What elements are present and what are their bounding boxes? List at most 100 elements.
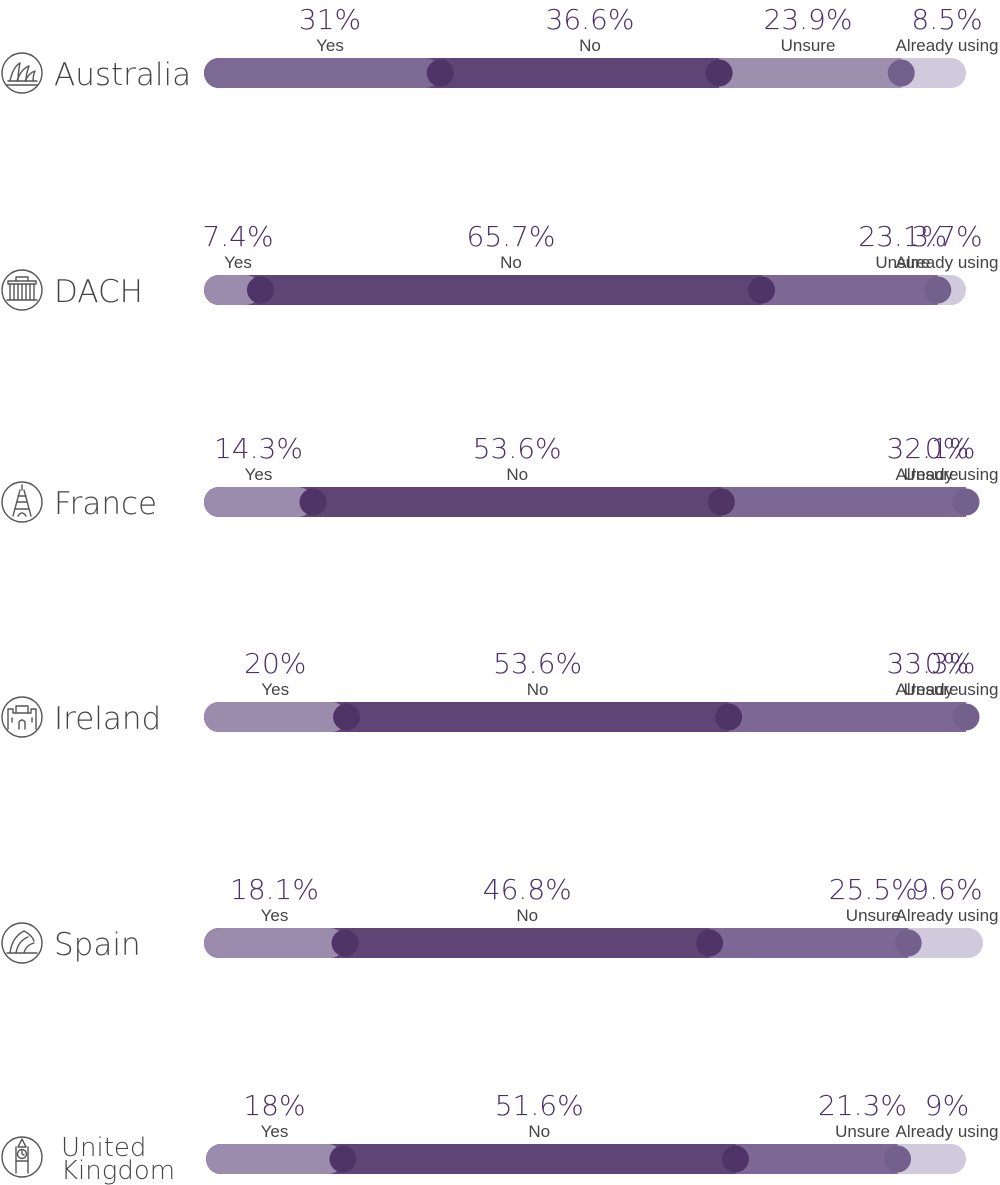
segment-divider-knob <box>952 703 980 731</box>
chart-row: France 14.3%Yes 53.6%No 32.1%Unsure0%Alread… <box>1 432 999 523</box>
category-label: Yes <box>261 1122 289 1141</box>
sydney-opera-house-icon <box>1 52 43 94</box>
country-label: Australia <box>54 57 191 93</box>
segment-divider-knob <box>707 488 735 516</box>
bar-segment-no <box>344 928 710 958</box>
bar-segment-unsure <box>735 1144 898 1174</box>
bar-segment-yes <box>206 1144 343 1174</box>
category-label: No <box>527 680 549 699</box>
data-label: 9% <box>925 1089 969 1122</box>
big-ben-icon <box>1 1136 43 1178</box>
data-label: 18.1% <box>230 873 319 906</box>
bar-segment-yes <box>204 702 347 732</box>
category-label: Unsure <box>835 1122 890 1141</box>
category-label: Yes <box>261 906 289 925</box>
category-label: Already using <box>895 36 998 55</box>
category-label: Yes <box>316 36 344 55</box>
data-label: 7.4% <box>202 220 273 253</box>
bar-segment-no <box>346 702 729 732</box>
brandenburg-gate-icon <box>1 269 43 311</box>
category-label: Unsure <box>904 465 959 484</box>
bar-segment-no <box>440 58 720 88</box>
data-label: 0% <box>925 647 969 680</box>
segment-divider-knob <box>246 276 274 304</box>
data-label: 53.6% <box>473 432 562 465</box>
data-label: 8.5% <box>911 3 982 36</box>
data-label: 14.3% <box>214 432 303 465</box>
segment-divider-knob <box>721 1145 749 1173</box>
segment-divider-knob <box>884 1145 912 1173</box>
data-label: 20% <box>244 647 306 680</box>
chart-row: Ireland 20%Yes 53.6%No 33.3%Unsure0%Already… <box>1 647 999 738</box>
segment-divider-knob <box>299 488 327 516</box>
country-label: Kingdom <box>61 1156 175 1185</box>
data-label: 33.3% <box>887 647 976 680</box>
bar-segment-yes <box>204 487 313 517</box>
chart-row: Australia 31%Yes 36.6%No 23.9%Unsure 8.5%Alr… <box>1 3 999 94</box>
data-label: 51.6% <box>495 1089 584 1122</box>
segment-divider-knob <box>333 703 361 731</box>
category-label: Already using <box>895 1122 998 1141</box>
chart-row: Spain 18.1%Yes 46.8%No 25.5%Unsure 9.6%Alrea… <box>1 873 999 964</box>
data-label: 21.3% <box>818 1089 907 1122</box>
data-label: 65.7% <box>467 220 556 253</box>
data-label: 9.6% <box>911 873 982 906</box>
category-label: No <box>516 906 538 925</box>
castle-icon <box>1 696 43 738</box>
bar-segment-no <box>312 487 722 517</box>
data-label: 53.6% <box>493 647 582 680</box>
country-label: DACH <box>54 274 143 310</box>
bar-segment-yes <box>204 58 441 88</box>
segment-divider-knob <box>705 59 733 87</box>
category-label: Unsure <box>781 36 836 55</box>
data-label: 46.8% <box>483 873 572 906</box>
data-label: 23.9% <box>764 3 853 36</box>
category-label: Yes <box>245 465 273 484</box>
bar-segment-yes <box>204 928 345 958</box>
category-label: Yes <box>261 680 289 699</box>
country-label: Spain <box>54 927 141 963</box>
bar-segment-unsure <box>728 702 966 732</box>
segment-divider-knob <box>329 1145 357 1173</box>
bar-segment-unsure <box>709 928 909 958</box>
segment-divider-knob <box>696 929 724 957</box>
bar-segment-no <box>260 275 762 305</box>
segment-divider-knob <box>748 276 776 304</box>
category-label: No <box>579 36 601 55</box>
bar-segment-unsure <box>761 275 938 305</box>
segment-divider-knob <box>426 59 454 87</box>
segment-divider-knob <box>331 929 359 957</box>
segment-divider-knob <box>952 488 980 516</box>
bar-segment-unsure <box>721 487 966 517</box>
country-label: France <box>54 486 157 522</box>
eiffel-tower-icon <box>1 481 43 523</box>
bar-segment-no <box>342 1144 736 1174</box>
segment-divider-knob <box>924 276 952 304</box>
segment-divider-knob <box>715 703 743 731</box>
category-label: No <box>506 465 528 484</box>
segment-divider-knob <box>887 59 915 87</box>
data-label: 0% <box>925 432 969 465</box>
data-label: 3.7% <box>911 220 982 253</box>
category-label: Already using <box>895 465 998 484</box>
country-label: United <box>61 1133 146 1163</box>
data-label: 18% <box>243 1089 305 1122</box>
data-label: 23.1% <box>858 220 947 253</box>
data-label: 25.5% <box>829 873 918 906</box>
category-label: Yes <box>224 253 252 272</box>
data-label: 31% <box>299 3 361 36</box>
segment-divider-knob <box>894 929 922 957</box>
category-label: Unsure <box>904 680 959 699</box>
category-label: Already using <box>895 253 998 272</box>
category-label: Already using <box>895 680 998 699</box>
data-label: 32.1% <box>887 432 976 465</box>
guggenheim-icon <box>1 922 43 964</box>
category-label: No <box>500 253 522 272</box>
category-label: No <box>528 1122 550 1141</box>
data-label: 36.6% <box>546 3 635 36</box>
chart-row: DACH 7.4%Yes 65.7%No 23.1%Unsure3.7%Already… <box>1 220 999 311</box>
category-label: Unsure <box>846 906 901 925</box>
bar-segment-yes <box>204 275 261 305</box>
